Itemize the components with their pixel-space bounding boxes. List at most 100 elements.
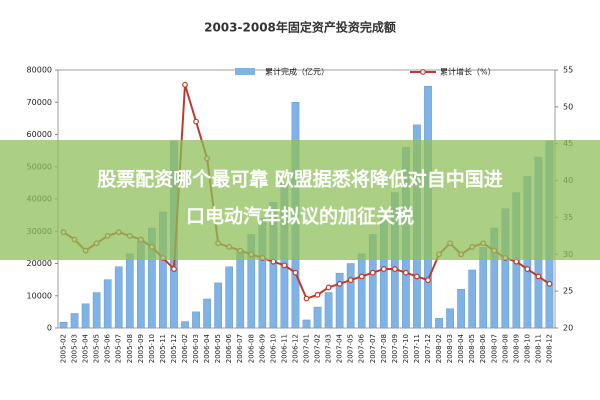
line-marker xyxy=(281,262,288,269)
bar xyxy=(81,303,90,329)
x-tick-label: 2008-02 xyxy=(435,334,443,363)
line-marker xyxy=(535,273,542,280)
banner-text: 口电动汽车拟议的加征关税 xyxy=(186,205,414,228)
y2-tick-label: 50 xyxy=(563,102,573,111)
line-marker xyxy=(193,118,199,125)
line-marker xyxy=(182,81,188,88)
x-tick-label: 2005-05 xyxy=(93,334,101,363)
x-tick-label: 2006-07 xyxy=(236,334,244,363)
legend-label: 累计完成（亿元） xyxy=(265,67,329,77)
banner-band xyxy=(0,140,600,260)
legend-swatch xyxy=(235,68,255,75)
x-tick-label: 2007-04 xyxy=(336,333,344,363)
x-tick-label: 2005-07 xyxy=(115,334,123,363)
x-tick-label: 2007-08 xyxy=(380,334,388,363)
x-tick-label: 2007-11 xyxy=(413,334,421,363)
bar xyxy=(103,279,112,329)
bar xyxy=(313,306,322,329)
x-tick-label: 2008-12 xyxy=(545,334,553,363)
x-tick-label: 2008-07 xyxy=(490,334,498,363)
bar xyxy=(236,250,245,329)
x-tick-label: 2006-09 xyxy=(258,334,266,363)
line-marker xyxy=(546,280,553,287)
line-marker xyxy=(524,266,531,272)
line-marker xyxy=(314,291,321,298)
line-marker xyxy=(403,269,409,276)
x-tick-label: 2005-09 xyxy=(137,334,145,363)
x-tick-label: 2007-10 xyxy=(402,334,410,363)
x-tick-label: 2008-09 xyxy=(512,334,520,363)
legend-label: 累计增长（%） xyxy=(440,67,496,77)
bar xyxy=(346,263,355,329)
y-tick-label: 10000 xyxy=(27,291,52,300)
legend-swatch xyxy=(420,69,426,75)
line-marker xyxy=(171,266,177,272)
line-marker xyxy=(391,266,398,272)
line-marker xyxy=(414,273,420,280)
line-marker xyxy=(336,280,343,287)
x-tick-label: 2005-11 xyxy=(159,334,167,363)
y-tick-label: 20000 xyxy=(27,259,52,268)
bar xyxy=(70,313,79,329)
x-tick-label: 2008-11 xyxy=(534,334,542,363)
line-marker xyxy=(358,273,365,280)
x-tick-label: 2008-06 xyxy=(479,333,487,363)
x-tick-label: 2008-03 xyxy=(446,334,454,363)
line-marker xyxy=(325,284,332,291)
y2-tick-label: 20 xyxy=(563,324,573,333)
x-tick-label: 2007-01 xyxy=(303,334,311,363)
x-tick-label: 2008-08 xyxy=(501,334,509,363)
bar xyxy=(324,292,333,329)
x-tick-label: 2007-02 xyxy=(314,334,322,363)
x-tick-label: 2006-10 xyxy=(269,334,277,363)
x-tick-label: 2006-02 xyxy=(181,334,189,363)
x-tick-label: 2007-09 xyxy=(391,334,399,363)
line-marker xyxy=(347,277,354,283)
bar xyxy=(181,321,189,329)
x-tick-label: 2006-06 xyxy=(225,333,233,363)
x-tick-label: 2005-08 xyxy=(126,334,134,363)
banner-text: 股票配资哪个最可靠 欧盟据悉将降低对自中国进 xyxy=(97,168,503,191)
line-marker xyxy=(270,258,277,265)
bar xyxy=(446,308,454,329)
x-tick-label: 2007-06 xyxy=(358,333,366,363)
y2-tick-label: 25 xyxy=(563,287,573,296)
line-marker xyxy=(425,277,431,283)
x-tick-label: 2008-10 xyxy=(523,334,531,363)
x-tick-label: 2005-03 xyxy=(71,334,79,363)
x-tick-label: 2006-08 xyxy=(247,334,255,363)
x-tick-label: 2006-12 xyxy=(291,334,299,363)
bar xyxy=(225,266,234,329)
y-tick-label: 70000 xyxy=(27,98,52,107)
x-tick-label: 2008-04 xyxy=(457,333,465,363)
bar xyxy=(214,282,222,329)
y2-tick-label: 55 xyxy=(563,66,573,75)
x-tick-label: 2006-04 xyxy=(203,333,211,363)
x-tick-label: 2006-11 xyxy=(280,334,288,363)
line-marker xyxy=(513,258,520,265)
line-marker xyxy=(292,269,299,276)
y-tick-label: 0 xyxy=(47,324,52,333)
x-tick-label: 2007-07 xyxy=(369,334,377,363)
x-tick-label: 2005-02 xyxy=(60,334,68,363)
bar xyxy=(335,272,344,329)
x-tick-label: 2007-05 xyxy=(347,334,355,363)
bar xyxy=(302,319,311,329)
x-tick-label: 2007-03 xyxy=(325,334,333,363)
line-marker xyxy=(303,295,310,302)
x-tick-label: 2005-06 xyxy=(104,333,112,363)
bar xyxy=(192,311,200,329)
x-tick-label: 2005-12 xyxy=(170,334,178,363)
bar xyxy=(468,269,477,329)
line-marker xyxy=(380,266,387,272)
y-tick-label: 60000 xyxy=(27,130,52,139)
bar xyxy=(92,292,101,329)
x-tick-label: 2006-05 xyxy=(214,334,222,363)
x-tick-label: 2007-12 xyxy=(424,334,432,363)
x-tick-label: 2005-04 xyxy=(82,333,90,363)
x-tick-label: 2005-10 xyxy=(148,334,156,363)
bar xyxy=(435,318,443,329)
line-marker xyxy=(369,269,376,276)
bar xyxy=(114,266,123,329)
